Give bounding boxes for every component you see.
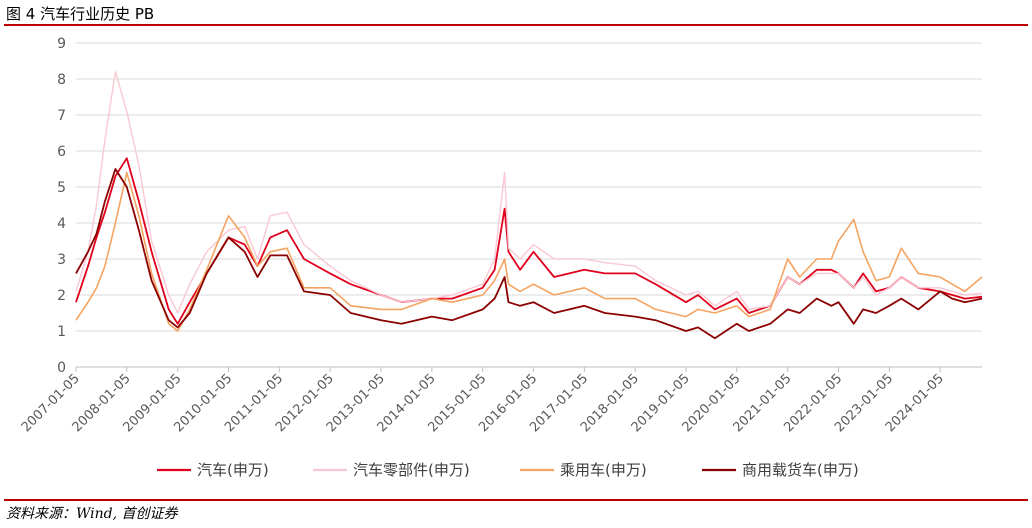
series-lines: [75, 71, 983, 340]
series-line: [75, 171, 983, 332]
y-tick-label: 2: [57, 288, 66, 304]
y-tick-label: 4: [57, 216, 66, 232]
series-line: [75, 168, 983, 340]
y-axis-ticks: 0 1 2 3 4 5 6 7 8 9: [57, 36, 66, 376]
pb-line-chart: 0 1 2 3 4 5 6 7 8 9 2007-01-052008-01-052009-01-0…: [19, 36, 983, 479]
legend-label: 汽车(申万): [197, 461, 269, 479]
source-note: 资料来源：Wind, 首创证券: [6, 506, 178, 522]
y-tick-label: 9: [57, 36, 66, 52]
legend-label: 商用载货车(申万): [742, 461, 859, 479]
y-tick-label: 7: [57, 108, 66, 124]
y-tick-label: 0: [57, 360, 66, 376]
series-line: [75, 71, 983, 314]
legend-label: 乘用车(申万): [560, 461, 647, 479]
series-line: [75, 157, 983, 325]
x-axis-ticks: 2007-01-052008-01-052009-01-052010-01-05…: [19, 367, 947, 435]
legend: 汽车(申万) 汽车零部件(申万) 乘用车(申万) 商用载货车(申万): [157, 461, 859, 479]
y-tick-label: 5: [57, 180, 66, 196]
y-tick-label: 8: [57, 72, 66, 88]
bottom-rule: [4, 499, 1028, 501]
gridlines: [76, 42, 982, 332]
y-tick-label: 6: [57, 144, 66, 160]
figure-title: 图 4 汽车行业历史 PB: [6, 5, 155, 23]
legend-label: 汽车零部件(申万): [353, 461, 470, 479]
y-tick-label: 3: [57, 252, 66, 268]
top-rule: [4, 24, 1028, 26]
y-tick-label: 1: [57, 324, 66, 340]
